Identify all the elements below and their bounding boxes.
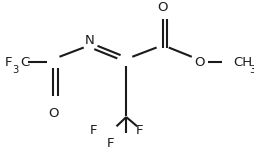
Text: F: F (5, 56, 12, 69)
Text: N: N (85, 34, 95, 47)
Text: C: C (20, 56, 29, 69)
Text: 3: 3 (13, 65, 19, 75)
Text: O: O (157, 1, 168, 14)
Text: CH: CH (233, 56, 252, 69)
Text: F: F (90, 124, 97, 137)
Text: 3: 3 (249, 65, 254, 75)
Text: F: F (136, 124, 143, 137)
Text: O: O (48, 107, 59, 120)
Text: O: O (194, 56, 204, 69)
Text: F: F (107, 137, 114, 150)
